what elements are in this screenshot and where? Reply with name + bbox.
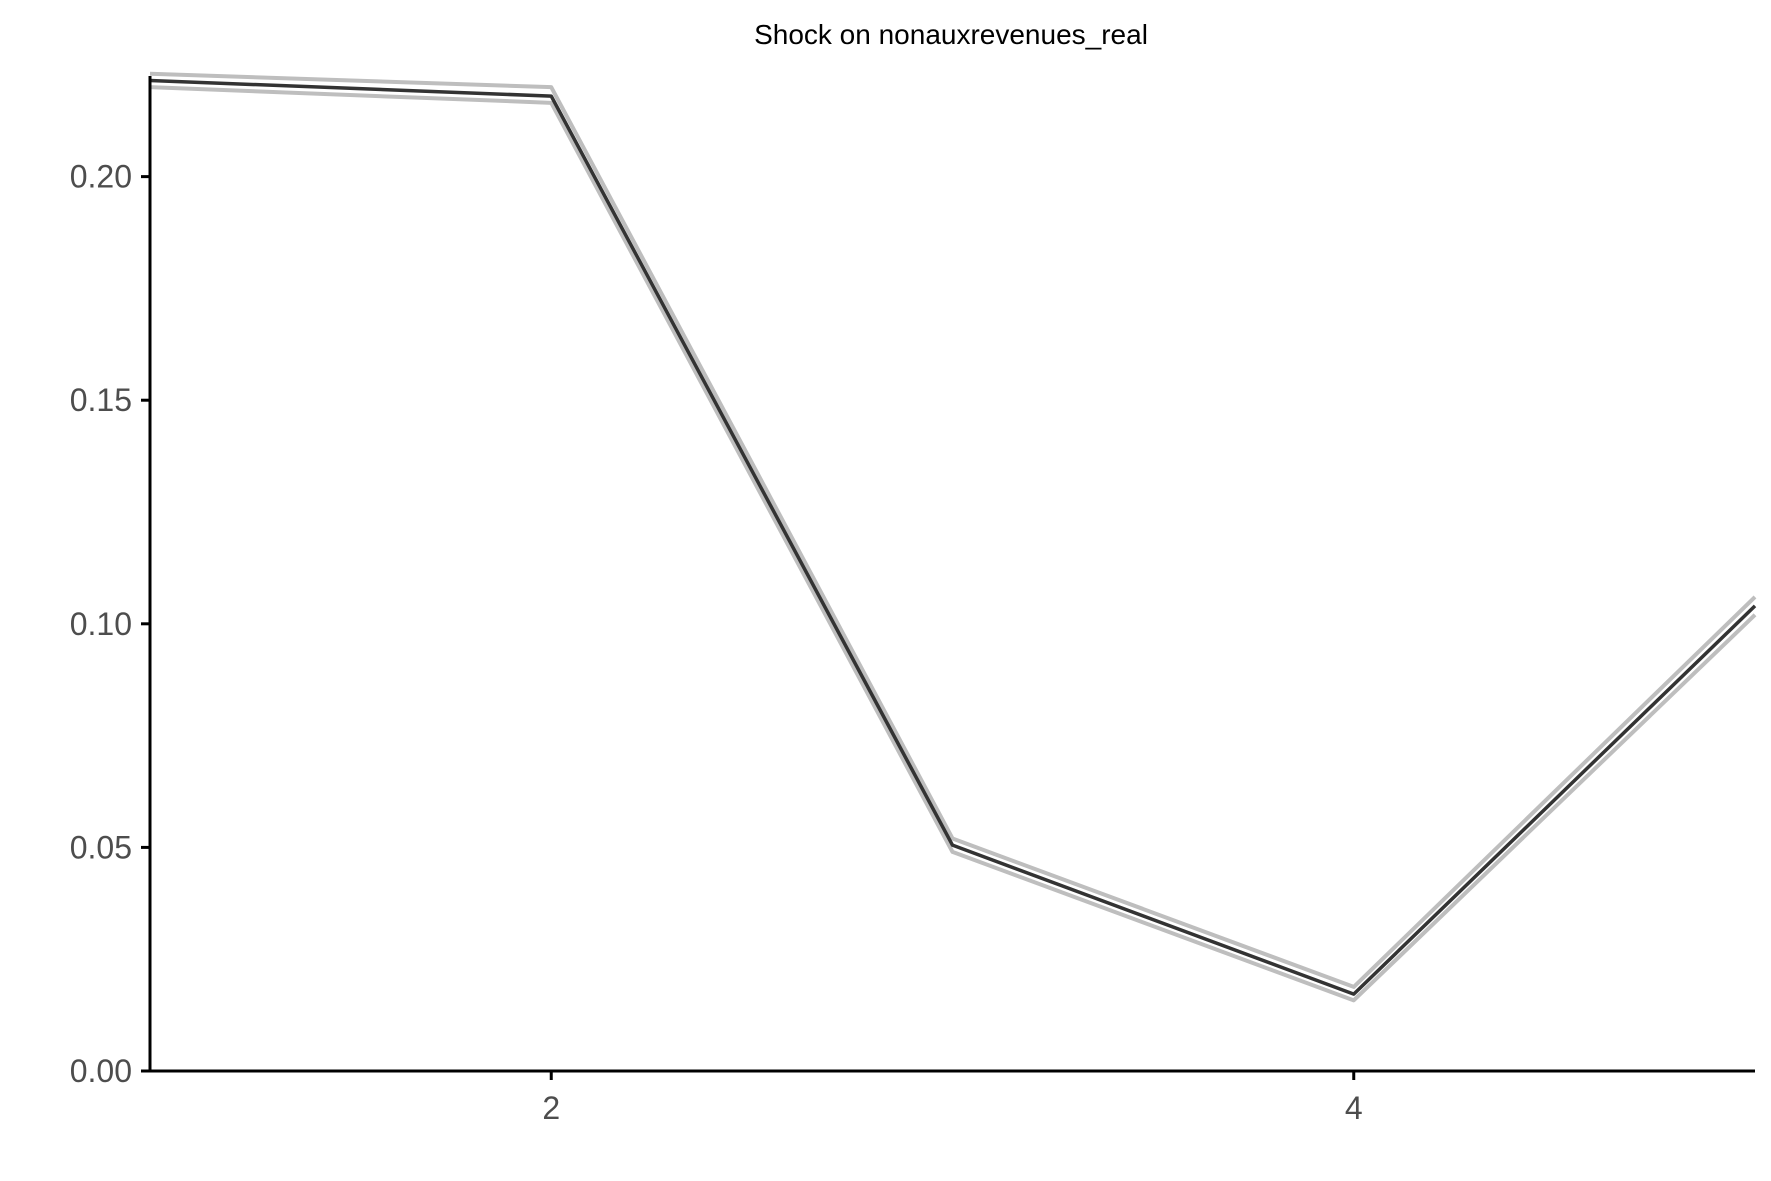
y-tick-label: 0.05 xyxy=(70,829,132,865)
chart-title: Shock on nonauxrevenues_real xyxy=(754,19,1148,50)
y-tick-label: 0.10 xyxy=(70,606,132,642)
y-tick-label: 0.15 xyxy=(70,382,132,418)
x-tick-label: 2 xyxy=(542,1090,560,1126)
series-line xyxy=(149,78,1757,996)
y-tick-label: 0.20 xyxy=(70,159,132,195)
x-tick-label: 4 xyxy=(1345,1090,1363,1126)
band-lower-line xyxy=(149,85,1757,1003)
confidence-band-group xyxy=(149,71,1757,1003)
band-upper-line xyxy=(149,71,1757,989)
y-tick-label: 0.00 xyxy=(70,1053,132,1089)
series-line-group xyxy=(149,78,1757,996)
y-ticks-group: 0.00 0.05 0.10 0.15 0.20 xyxy=(70,159,150,1089)
